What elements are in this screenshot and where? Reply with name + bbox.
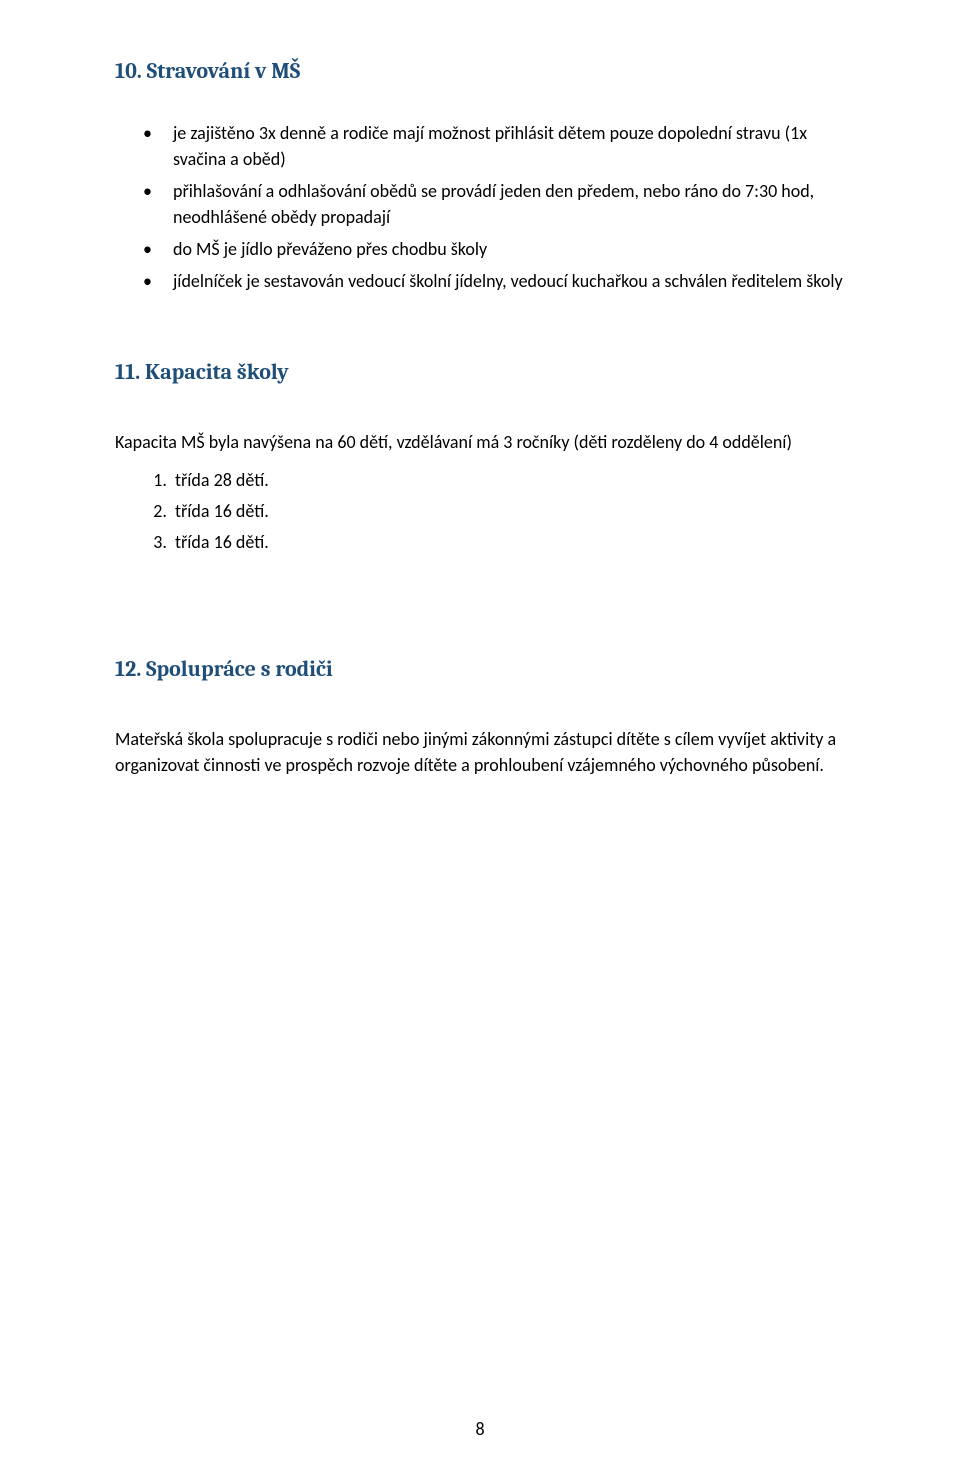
heading-section-10: 10. Stravování v MŠ [115, 58, 845, 84]
list-item: jídelníček je sestavován vedoucí školní … [143, 268, 845, 294]
list-item: třída 28 dětí. [171, 467, 845, 494]
page: 10. Stravování v MŠ je zajištěno 3x denn… [0, 0, 960, 1484]
paragraph-section-11-intro: Kapacita MŠ byla navýšena na 60 dětí, vz… [115, 429, 845, 455]
list-item: přihlašování a odhlašování obědů se prov… [143, 178, 845, 230]
page-number: 8 [0, 1418, 960, 1440]
heading-section-11: 11. Kapacita školy [115, 359, 845, 385]
list-item: je zajištěno 3x denně a rodiče mají možn… [143, 120, 845, 172]
bullet-list-section-10: je zajištěno 3x denně a rodiče mají možn… [143, 120, 845, 295]
heading-section-12: 12. Spolupráce s rodiči [115, 656, 845, 682]
numbered-list-section-11: třída 28 dětí. třída 16 dětí. třída 16 d… [143, 467, 845, 556]
list-item: do MŠ je jídlo převáženo přes chodbu ško… [143, 236, 845, 262]
paragraph-section-12: Mateřská škola spolupracuje s rodiči neb… [115, 726, 845, 778]
list-item: třída 16 dětí. [171, 529, 845, 556]
list-item: třída 16 dětí. [171, 498, 845, 525]
